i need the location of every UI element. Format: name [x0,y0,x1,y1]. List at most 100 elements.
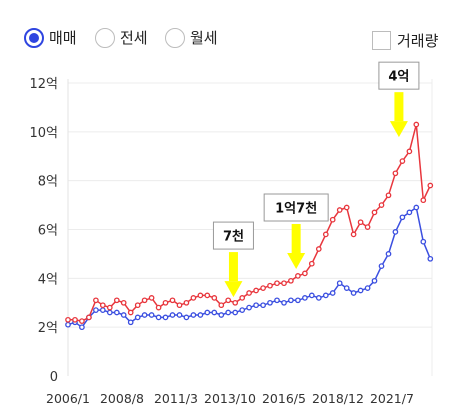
data-point [260,285,266,291]
radio-monthly-circle[interactable] [165,27,185,48]
data-point [427,182,434,189]
annotation-label: 1억7천 [275,202,317,217]
data-point [253,302,259,309]
data-point [406,209,413,216]
data-point [420,197,427,204]
data-point [385,192,392,199]
data-point [79,324,85,331]
data-point [399,214,406,221]
data-point [295,297,301,304]
data-point [371,277,378,284]
data-point [232,309,239,316]
data-point [357,287,364,294]
volume-checkbox-box[interactable] [372,31,391,50]
annotation-arrow-head [224,281,243,298]
data-point [385,251,392,257]
annotation-arrow-head [287,253,306,270]
data-point [308,292,315,299]
annotation-box [263,193,329,222]
data-point [225,309,232,316]
annotation-label: 7천 [223,230,244,245]
data-point [141,297,148,304]
radio-jeonse[interactable]: 전세 [95,27,148,48]
data-point [308,260,315,267]
x-tick-label: 2011/3 [154,391,198,406]
data-point [239,295,246,301]
data-point [322,231,329,238]
data-point [197,292,204,299]
data-point [169,312,176,318]
data-point [134,302,141,309]
data-point [134,314,141,321]
annotation-2: 1억7천 [263,193,329,270]
data-point [302,270,308,277]
data-point [93,307,99,313]
y-tick-label: 2억 [38,321,58,336]
x-tick-label: 2016/5 [262,391,306,406]
data-point [357,219,364,226]
data-point [113,297,120,304]
annotation-arrow-shaft [291,224,301,254]
data-point [315,295,322,301]
data-point [148,295,155,301]
data-point [246,290,252,296]
data-point [343,285,350,291]
data-point [65,321,71,328]
chart-controls: 매매 전세 월세 거래량 [0,0,470,70]
data-point [93,297,99,304]
data-point [378,263,385,269]
data-point [336,280,343,287]
data-point [148,312,155,318]
y-tick-label: 12억 [29,77,58,92]
annotation-1: 7천 [212,221,254,298]
x-tick-label: 2006/1 [46,391,90,406]
annotation-arrow-shaft [394,92,404,122]
data-point [364,224,371,230]
data-point [65,316,71,323]
data-point [427,255,434,262]
data-point [197,312,204,318]
data-point [79,318,85,324]
sale-price-series [65,121,434,324]
y-tick-label: 8억 [38,175,58,190]
data-point [176,302,183,309]
x-tick-label: 2018/12 [312,391,364,406]
data-point [183,299,190,306]
x-tick-label: 2013/10 [204,391,256,406]
radio-monthly-label: 월세 [190,29,218,47]
data-point [420,238,427,245]
data-point [371,209,378,216]
data-point [329,216,336,223]
data-point [218,312,225,318]
data-point [274,280,280,287]
data-point [72,316,78,323]
volume-checkbox[interactable]: 거래량 [372,30,438,51]
data-point [315,246,322,252]
data-point [155,304,162,311]
radio-jeonse-circle[interactable] [95,27,115,48]
radio-monthly[interactable]: 월세 [165,27,218,48]
annotation-3: 4억 [378,61,420,138]
data-point [253,287,259,294]
data-point [288,277,294,284]
data-point [162,314,169,321]
data-point [267,299,273,306]
data-point [120,312,127,318]
data-point [204,292,211,299]
data-point [392,170,399,177]
data-point [127,309,134,316]
data-point [106,309,113,316]
data-point [127,319,134,326]
data-point [274,297,280,304]
data-point [239,307,246,313]
data-point [211,309,218,316]
annotation-arrow-shaft [228,252,238,282]
radio-sale[interactable]: 매매 [24,27,77,48]
data-point [141,312,148,318]
data-point [183,314,190,321]
radio-sale-circle[interactable] [24,27,44,48]
data-point [232,299,239,306]
data-point [99,302,106,309]
jeonse-price-series [65,204,434,331]
